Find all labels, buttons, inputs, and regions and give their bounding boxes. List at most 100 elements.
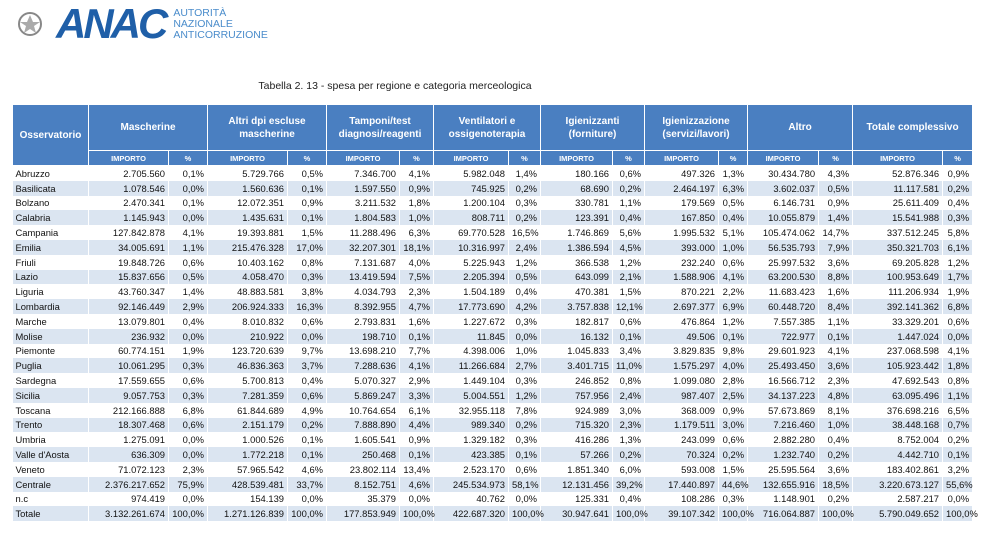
value-cell: 392.141.362 [852, 299, 944, 314]
value-cell: 0,6% [942, 313, 974, 329]
value-cell: 17,0% [287, 239, 327, 255]
data-row: Umbria 1.275.091 0,0% 1.000.526 0,1% 1.605.54… [12, 432, 974, 448]
value-cell: 0,0% [287, 328, 327, 344]
value-cell: 177.853.949 [326, 506, 400, 522]
value-cell: 497.326 [644, 165, 720, 181]
value-cell: 5.070.327 [326, 373, 400, 388]
value-cell: 0,8% [287, 254, 327, 270]
value-cell: 3,6% [818, 254, 854, 270]
value-cell: 0,0% [508, 491, 541, 507]
value-cell: 0,4% [942, 195, 974, 211]
value-cell: 12,1% [612, 299, 646, 314]
value-cell: 16.566.712 [747, 373, 820, 388]
data-row: Basilicata 1.078.546 0,0% 1.560.636 0,1% 1.59… [12, 180, 974, 196]
value-cell: 330.781 [540, 195, 613, 211]
value-cell: 11.288.496 [326, 225, 400, 240]
value-cell: 180.166 [540, 165, 613, 181]
value-cell: 1.386.594 [540, 239, 613, 255]
value-cell: 722.977 [747, 328, 820, 344]
value-cell: 2,5% [718, 387, 749, 403]
value-cell: 0,9% [818, 195, 854, 211]
value-cell: 337.512.245 [852, 225, 944, 240]
value-cell: 0,0% [168, 447, 208, 462]
value-cell: 5,8% [942, 225, 974, 240]
value-cell: 0,1% [287, 210, 327, 226]
value-cell: 1,0% [818, 417, 854, 433]
value-cell: 69.205.828 [852, 254, 944, 270]
value-cell: 8.752.004 [852, 432, 944, 448]
value-cell: 0,6% [168, 373, 208, 388]
data-row: Veneto 71.072.123 2,3% 57.965.542 4,6% 23.802… [12, 461, 974, 477]
header-cell: Osservatorio [12, 104, 89, 166]
value-cell: 1,8% [399, 195, 434, 211]
subheader-cell: IMPORTO [644, 150, 720, 166]
value-cell: 18,5% [818, 476, 854, 492]
value-cell: 0,4% [718, 210, 749, 226]
value-cell: 1.000.526 [207, 432, 288, 448]
value-cell: 8.152.751 [326, 476, 400, 492]
value-cell: 60.448.720 [747, 299, 820, 314]
value-cell: 0,8% [942, 373, 974, 388]
value-cell: 0,3% [508, 373, 541, 388]
value-cell: 10.764.654 [326, 402, 400, 418]
subheader-cell: % [399, 150, 434, 166]
value-cell: 11.266.684 [433, 358, 509, 374]
value-cell: 1.232.740 [747, 447, 820, 462]
region-cell: Puglia [12, 358, 89, 374]
subheader-cell: IMPORTO [326, 150, 400, 166]
subheader-row: IMPORTO% IMPORTO% IMPORTO% IMPORTO% IMPORTO%… [13, 150, 974, 166]
value-cell: 1,0% [718, 239, 749, 255]
value-cell: 1.995.532 [644, 225, 720, 240]
value-cell: 108.286 [644, 491, 720, 507]
value-cell: 4,1% [399, 165, 434, 181]
value-cell: 12.131.456 [540, 476, 613, 492]
value-cell: 34.137.223 [747, 387, 820, 403]
org-name: AUTORITÀ NAZIONALE ANTICORRUZIONE [173, 7, 268, 41]
value-cell: 1.560.636 [207, 180, 288, 196]
value-cell: 0,4% [168, 313, 208, 329]
value-cell: 0,1% [942, 447, 974, 462]
value-cell: 105.474.062 [747, 225, 820, 240]
value-cell: 11,0% [612, 358, 646, 374]
value-cell: 68.690 [540, 180, 613, 196]
subheader-cell: IMPORTO [433, 150, 509, 166]
value-cell: 0,0% [942, 328, 974, 344]
value-cell: 366.538 [540, 254, 613, 270]
value-cell: 0,1% [287, 432, 327, 448]
header-row: Osservatorio Mascherine Altri dpi escluse … [12, 104, 974, 166]
value-cell: 12.072.351 [207, 195, 288, 211]
value-cell: 0,0% [168, 328, 208, 344]
value-cell: 30.947.641 [540, 506, 613, 522]
data-row: n.c 974.419 0,0% 154.139 0,0% 35.379 0,0% 40.76… [12, 491, 974, 507]
value-cell: 1,2% [508, 254, 541, 270]
value-cell: 0,2% [942, 432, 974, 448]
value-cell: 182.817 [540, 313, 613, 329]
value-cell: 14,7% [818, 225, 854, 240]
value-cell: 0,6% [718, 432, 749, 448]
value-cell: 0,9% [718, 402, 749, 418]
value-cell: 0,0% [168, 180, 208, 196]
value-cell: 0,5% [718, 195, 749, 211]
value-cell: 422.687.320 [433, 506, 509, 522]
group-header: Igienizzazione (servizi/lavori) [644, 104, 749, 151]
value-cell: 236.932 [88, 328, 169, 344]
value-cell: 0,3% [508, 195, 541, 211]
value-cell: 0,3% [508, 432, 541, 448]
value-cell: 4,1% [168, 225, 208, 240]
region-cell: Bolzano [12, 195, 89, 211]
value-cell: 17.440.897 [644, 476, 720, 492]
value-cell: 0,1% [508, 447, 541, 462]
value-cell: 3,2% [942, 461, 974, 477]
value-cell: 183.402.861 [852, 461, 944, 477]
caption: Tabella 2. 13 - spesa per regione e cate… [258, 80, 532, 92]
value-cell: 6,0% [612, 461, 646, 477]
value-cell: 715.320 [540, 417, 613, 433]
region-cell: Lazio [12, 269, 89, 285]
value-cell: 0,6% [287, 387, 327, 403]
value-cell: 4.058.470 [207, 269, 288, 285]
value-cell: 132.655.916 [747, 476, 820, 492]
value-cell: 57.965.542 [207, 461, 288, 477]
region-cell: Piemonte [12, 343, 89, 359]
value-cell: 6,8% [168, 402, 208, 418]
data-row: Sardegna 17.559.655 0,6% 5.700.813 0,4% 5.070… [12, 373, 974, 388]
